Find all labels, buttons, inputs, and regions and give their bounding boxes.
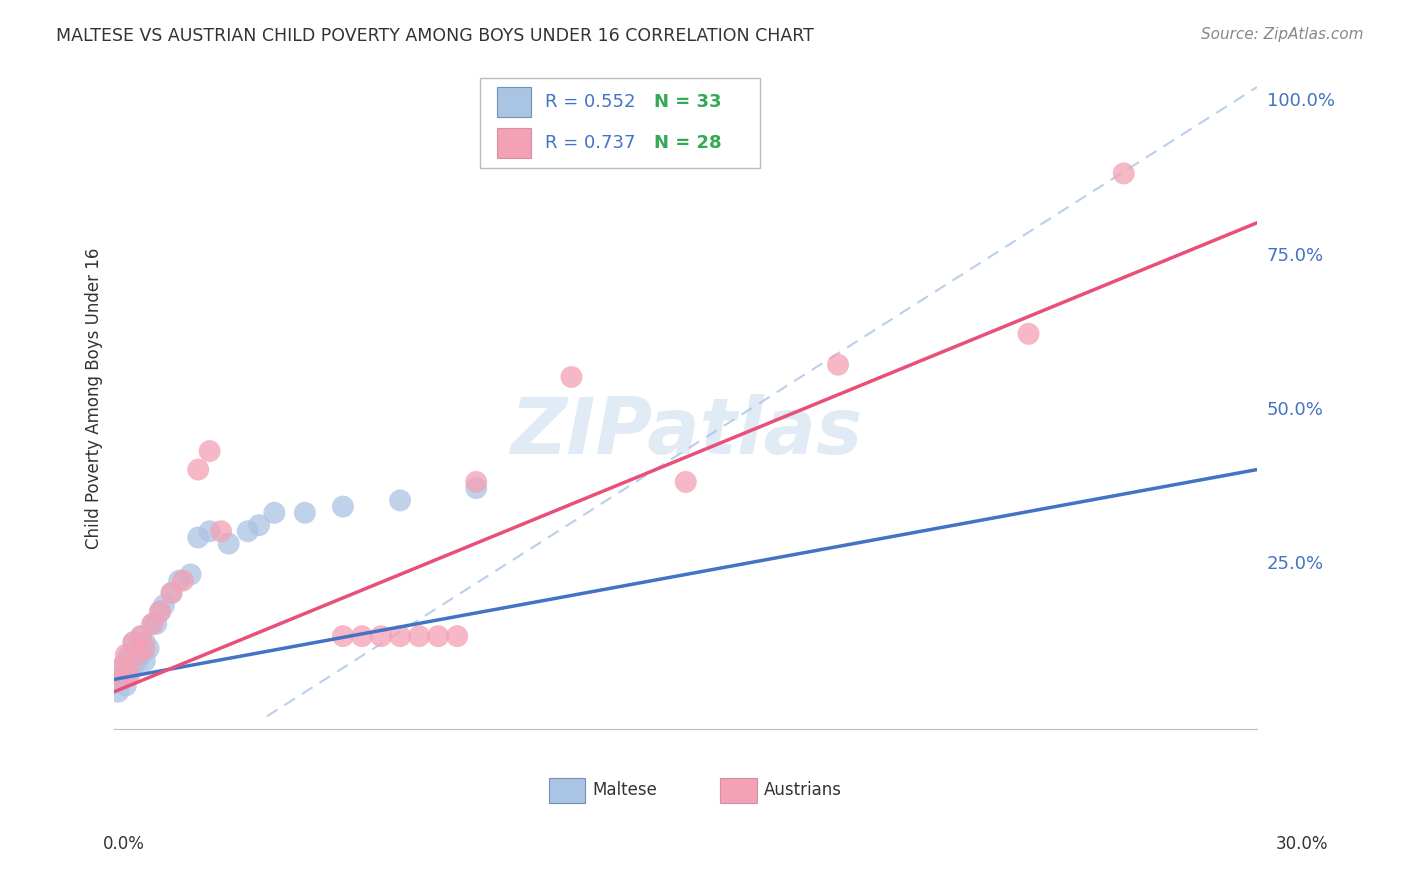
Point (427, 629, 450, 643)
Point (111, 660, 134, 674)
Text: Source: ZipAtlas.com: Source: ZipAtlas.com (1201, 27, 1364, 42)
Text: ZIPatlas: ZIPatlas (509, 393, 862, 469)
Point (1112, 166, 1135, 180)
Point (218, 536, 240, 550)
Point (1018, 326, 1040, 341)
Point (263, 506, 285, 520)
Point (827, 358, 849, 372)
Point (389, 493, 412, 508)
Point (149, 605, 172, 619)
Point (167, 574, 190, 588)
FancyBboxPatch shape (498, 128, 531, 158)
Point (180, 567, 202, 582)
Point (198, 524, 221, 539)
Point (141, 616, 163, 631)
Point (141, 616, 163, 631)
Point (107, 684, 129, 698)
Point (127, 654, 149, 668)
Text: 0.0%: 0.0% (103, 835, 145, 853)
Point (465, 475, 488, 489)
Point (149, 605, 172, 619)
Text: N = 28: N = 28 (654, 134, 721, 152)
Point (118, 666, 141, 681)
Point (389, 629, 412, 643)
Point (129, 629, 152, 643)
Point (153, 599, 176, 613)
Point (446, 629, 468, 643)
Point (465, 481, 488, 495)
Text: 30.0%: 30.0% (1277, 835, 1329, 853)
Point (111, 660, 134, 674)
Point (236, 524, 259, 539)
Point (145, 616, 167, 631)
Point (294, 506, 316, 520)
Point (122, 660, 145, 674)
Point (129, 629, 152, 643)
Point (122, 635, 145, 649)
Point (111, 673, 134, 687)
Text: R = 0.737: R = 0.737 (546, 134, 636, 152)
Point (675, 475, 697, 489)
Point (332, 500, 354, 514)
Point (332, 629, 354, 643)
Point (134, 635, 156, 649)
Point (138, 641, 160, 656)
Text: Maltese: Maltese (592, 781, 657, 799)
Point (247, 518, 270, 533)
Point (209, 524, 232, 539)
Text: MALTESE VS AUSTRIAN CHILD POVERTY AMONG BOYS UNDER 16 CORRELATION CHART: MALTESE VS AUSTRIAN CHILD POVERTY AMONG … (56, 27, 814, 45)
Text: R = 0.552: R = 0.552 (546, 93, 636, 111)
FancyBboxPatch shape (548, 778, 585, 803)
Point (134, 654, 156, 668)
Y-axis label: Child Poverty Among Boys Under 16: Child Poverty Among Boys Under 16 (86, 248, 103, 549)
Point (160, 586, 183, 600)
Point (115, 648, 138, 662)
Point (560, 370, 582, 384)
FancyBboxPatch shape (479, 78, 761, 168)
Point (115, 679, 138, 693)
Point (370, 629, 392, 643)
FancyBboxPatch shape (720, 778, 756, 803)
Point (118, 648, 141, 662)
Point (408, 629, 430, 643)
Point (172, 574, 194, 588)
Point (127, 648, 149, 662)
Point (134, 641, 156, 656)
Point (118, 666, 141, 681)
Point (127, 641, 149, 656)
Text: N = 33: N = 33 (654, 93, 721, 111)
Text: Austrians: Austrians (763, 781, 841, 799)
Point (187, 462, 209, 476)
Point (350, 629, 373, 643)
Point (198, 444, 221, 458)
Point (187, 531, 209, 545)
Point (122, 635, 145, 649)
Point (115, 654, 138, 668)
Point (160, 586, 183, 600)
FancyBboxPatch shape (498, 87, 531, 117)
Point (129, 648, 152, 662)
Point (107, 673, 129, 687)
